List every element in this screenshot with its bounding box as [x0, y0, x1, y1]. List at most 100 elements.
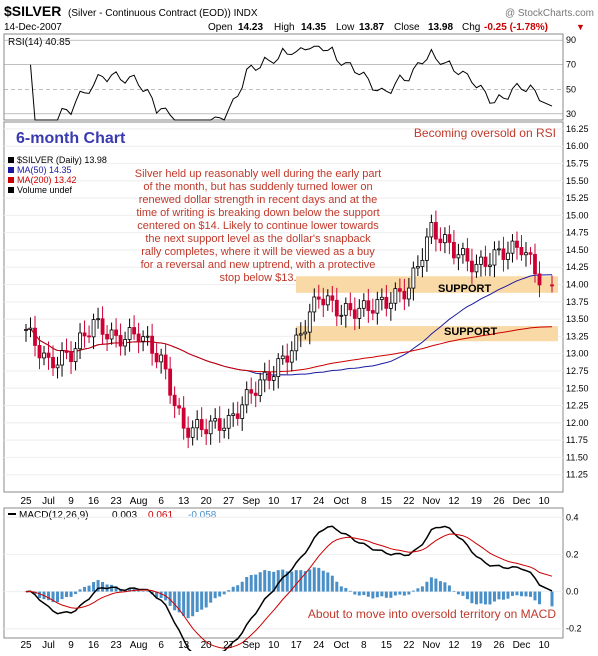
macd-hist-bar — [303, 571, 307, 592]
commentary-line: the next support level as the dollar's s… — [145, 233, 371, 245]
candle-body — [289, 350, 294, 363]
candle-body — [294, 334, 299, 352]
macd-hist-bar — [524, 591, 528, 597]
macd-hist-bar — [155, 591, 159, 598]
close-value: 13.98 — [428, 22, 453, 33]
low-label: Low — [336, 22, 355, 33]
candle-body — [87, 335, 91, 338]
high-value: 14.35 — [301, 22, 326, 33]
macd-hist-bar — [389, 591, 393, 598]
candle-body — [402, 290, 407, 300]
macd-hist-bar — [321, 570, 325, 592]
macd-hist-bar — [465, 591, 469, 600]
macd-hist-bar — [281, 569, 285, 592]
macd-hist-bar — [497, 591, 501, 600]
macd-hist-bar — [65, 591, 69, 598]
candle-body — [42, 352, 46, 359]
candle-body — [267, 371, 272, 381]
price-tick-label: 15.50 — [566, 176, 589, 186]
price-x-tick-label: Aug — [130, 496, 148, 507]
candle-body — [321, 298, 326, 306]
candle-body — [397, 288, 402, 292]
macd-hist-bar — [24, 591, 28, 593]
macd-hist-bar — [47, 591, 51, 601]
signal-path — [25, 533, 553, 649]
macd-hist-bar — [173, 591, 177, 611]
price-x-tick-label: 19 — [471, 496, 483, 507]
macd-hist-bar — [515, 591, 519, 596]
candle-body — [240, 404, 245, 419]
macd-x-tick-label: 12 — [448, 640, 460, 651]
legend-entry: Volume undef — [17, 185, 73, 195]
macd-hist-bar — [528, 591, 532, 597]
candle-body — [208, 420, 213, 435]
macd-x-tick-label: 8 — [361, 640, 367, 651]
candle-body — [524, 252, 528, 256]
macd-hist-bar — [452, 590, 456, 592]
macd-hist-bar — [213, 591, 217, 599]
price-tick-label: 12.50 — [566, 383, 589, 393]
price-tick-label: 16.25 — [566, 124, 589, 134]
macd-hist-bar — [492, 591, 496, 602]
candle-body — [384, 296, 389, 309]
macd-x-tick-label: Aug — [130, 640, 148, 651]
macd-hist-bar — [443, 582, 447, 592]
candle-body — [195, 419, 200, 429]
candle-body — [388, 302, 393, 309]
macd-hist-bar — [479, 591, 483, 604]
macd-hist-bar — [101, 582, 105, 592]
macd-hist-bar — [204, 591, 208, 608]
candle-body — [114, 329, 118, 336]
commentary-line: of the month, but has suddenly turned lo… — [143, 181, 372, 193]
candle-body — [159, 354, 164, 363]
price-panel-frame — [3, 121, 564, 493]
macd-x-tick-label: 25 — [20, 640, 32, 651]
macd-value: 0.003 — [112, 510, 137, 521]
down-arrow-icon: ▼ — [576, 22, 585, 32]
price-tick-label: 14.50 — [566, 245, 589, 255]
macd-hist-bar — [236, 585, 240, 592]
candlesticks — [24, 210, 554, 449]
candle-body — [506, 252, 510, 260]
macd-path — [25, 525, 553, 656]
open-label: Open — [208, 22, 232, 33]
candle-body — [181, 407, 186, 429]
macd-hist-bar — [501, 591, 505, 600]
macd-hist-bar — [285, 571, 289, 592]
macd-hist-bar — [474, 591, 478, 605]
price-tick-label: 15.00 — [566, 210, 589, 220]
macd-hist-bar — [317, 567, 321, 592]
macd-hist-value: -0.058 — [188, 510, 217, 521]
candle-body — [379, 296, 384, 300]
price-tick-label: 11.50 — [566, 452, 588, 462]
candle-body — [190, 427, 195, 438]
candle-body — [285, 355, 290, 363]
macd-hist-bar — [393, 591, 397, 596]
candle-body — [411, 267, 416, 289]
price-x-tick-label: 10 — [268, 496, 280, 507]
price-x-tick-label: 12 — [448, 496, 460, 507]
rsi-path — [30, 45, 553, 121]
legend-entry: MA(200) 13.42 — [17, 175, 77, 185]
macd-hist-bar — [83, 586, 87, 592]
commentary-line: for a reversal and new uptrend, with a p… — [141, 259, 376, 271]
date-label: 14-Dec-2007 — [4, 22, 62, 33]
candle-body — [127, 327, 132, 340]
candle-body — [123, 339, 127, 347]
commentary-text: Silver held up reasonably well during th… — [135, 168, 381, 284]
macd-hist-bar — [348, 590, 352, 592]
macd-hist-bar — [506, 591, 510, 599]
macd-hist-bar — [357, 591, 361, 596]
candle-body — [154, 352, 159, 363]
candle-body — [443, 234, 447, 244]
candle-body — [168, 368, 173, 396]
candle-body — [361, 300, 366, 309]
legend-entry: MA(50) 14.35 — [17, 165, 72, 175]
candle-body — [33, 327, 37, 346]
macd-hist-bar — [326, 572, 330, 592]
watermark: @ StockCharts.com — [505, 8, 594, 19]
candle-body — [533, 254, 537, 275]
macd-x-tick-label: 23 — [111, 640, 123, 651]
price-tick-label: 11.25 — [566, 470, 588, 480]
